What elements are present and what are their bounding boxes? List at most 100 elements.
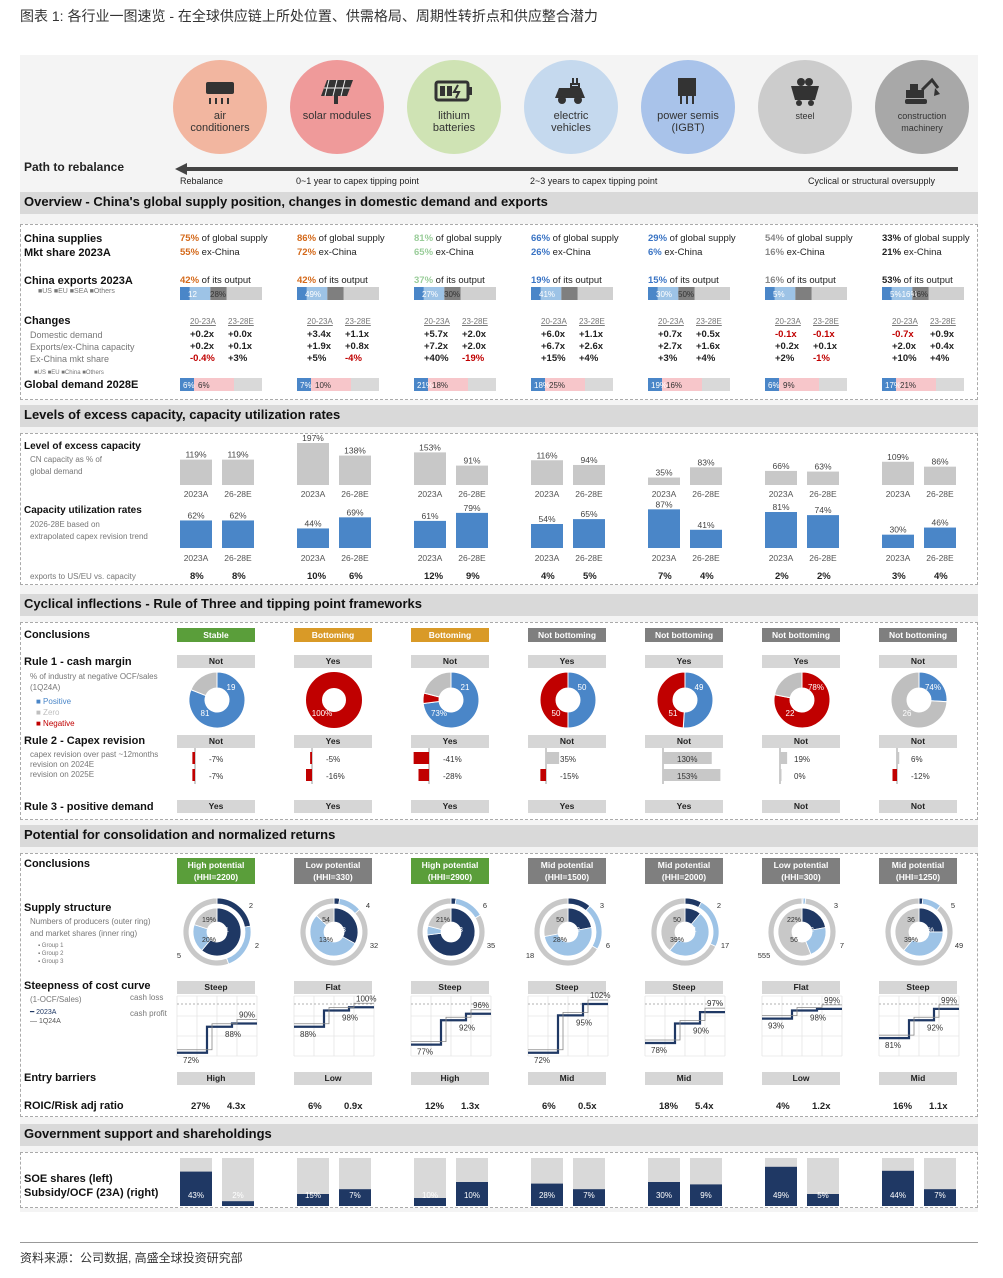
label-china-exports: China exports 2023A [24, 275, 133, 287]
export-seg-0 [765, 287, 775, 300]
change-value: +2.0x [462, 329, 487, 340]
pie-label: 78% [808, 683, 824, 692]
supply-value: 54% [765, 233, 787, 244]
industry-1: solar modules [290, 60, 384, 154]
capex-bar [418, 769, 429, 781]
potential-badge-5: Low potential (HHI=300) [762, 858, 840, 884]
subsidy-bar [573, 1189, 605, 1206]
rule3-result-2: Yes [411, 800, 489, 813]
util-year-label: 26-28E [575, 553, 603, 563]
entry-barrier-1: Low [294, 1072, 372, 1085]
gov-label-subsidy: 10% [464, 1191, 480, 1200]
rule2-result-6: Not [879, 735, 957, 748]
label-supply-structure: Supply structure [24, 902, 112, 914]
excess-chart-3: 116% 2023A 94% 26-28E [531, 450, 605, 499]
col-header: 23-28E [228, 317, 254, 326]
gov-label-soe: 15% [305, 1191, 321, 1200]
cost-label-1: 97% [707, 999, 723, 1008]
steepness-4: Steep [645, 981, 723, 994]
change-value: +3.4x [307, 329, 332, 340]
inner-label: 21% [436, 917, 450, 924]
battery-icon [434, 80, 472, 102]
cost-label-1: 100% [356, 994, 376, 1003]
potential-line-1: (HHI=2000) [661, 872, 707, 882]
inner-label: 19% [202, 917, 216, 924]
exports-0: 42% of its output [180, 275, 251, 286]
export-seg-0 [180, 287, 190, 300]
export-cap-value: 2% [775, 571, 789, 582]
col-header: 23-28E [579, 317, 605, 326]
supply-1: 86% of global supply [297, 233, 385, 244]
roic-value: 4.3x [227, 1101, 246, 1112]
rule3-result-5: Not [762, 800, 840, 813]
solar-panel-icon [321, 79, 353, 104]
util-year-label: 26-28E [692, 553, 720, 563]
change-value: +4% [579, 353, 599, 364]
potential-line-1: (HHI=300) [781, 872, 821, 882]
export-seg-1 [891, 287, 913, 300]
global-bar-0: 6% 6% [180, 378, 262, 391]
label-china-supplies: China supplies [24, 233, 103, 245]
gov-label-subsidy: 7% [583, 1191, 595, 1200]
util-bar [222, 520, 254, 548]
change-value: +5% [307, 353, 327, 364]
export-bar-label: 5% [773, 290, 785, 299]
rule2-result-1: Yes [294, 735, 372, 748]
change-value: +1.1x [579, 329, 604, 340]
soe-bar [648, 1182, 680, 1206]
label-mkt-share: Mkt share 2023A [24, 247, 111, 259]
capex-bar [192, 769, 195, 781]
cost-curve-2: 96% 92% 77% [410, 995, 492, 1057]
util-year-label: 2023A [301, 553, 326, 563]
inner-label: 54 [322, 917, 330, 924]
page-title: 图表 1: 各行业一图速览 - 在全球供应链上所处位置、供需格局、周期性转折点和… [20, 8, 598, 24]
industry-label: lithium batteries [432, 110, 476, 134]
outer-label: 5 [951, 901, 955, 910]
pie-label: 81 [201, 709, 210, 718]
excess-bar-label: 83% [697, 457, 714, 467]
inner-ring-slice [660, 907, 686, 952]
export-bar-5: 5% [765, 287, 847, 300]
export-seg-3 [460, 287, 496, 300]
pie-label: 21 [461, 683, 470, 692]
capex-chart-1: -5% -16% [306, 748, 345, 784]
ev-car-icon [555, 78, 585, 104]
export-cap-value: 5% [583, 571, 597, 582]
capex-chart-6: 6% -12% [892, 748, 930, 784]
util-bar [456, 512, 488, 548]
potential-badge-6: Mid potential (HHI=1250) [879, 858, 957, 884]
util-bar-label: 65% [580, 509, 597, 519]
outer-label: 2 [255, 941, 259, 950]
cost-label-3: 78% [651, 1046, 667, 1055]
source-note: 资料来源：公司数据, 高盛全球投资研究部 [20, 1251, 243, 1265]
outer-ring-slice [650, 897, 717, 967]
outer-label: 49 [955, 941, 963, 950]
box-overview [20, 224, 978, 400]
supply-suffix: of global supply [435, 233, 502, 244]
supply-legend-1: ▪ Group 2 [38, 951, 64, 957]
excess-bar [180, 459, 212, 485]
excess-bar [339, 455, 371, 485]
supply-donut-6: 25% 36 39% 5 49 [884, 897, 963, 967]
potential-line-0: High potential [187, 860, 245, 870]
steepness-3: Steep [528, 981, 606, 994]
soe-bar [882, 1170, 914, 1206]
mkt-value: 6% [648, 247, 665, 258]
cost-label-3: 72% [183, 1056, 199, 1065]
cost-curve-1q24 [879, 1004, 959, 1036]
export-seg-0 [297, 287, 307, 300]
capex-label: 153% [677, 772, 697, 781]
potential-badge-1: Low potential (HHI=330) [294, 858, 372, 884]
change-value: +2.0x [462, 341, 487, 352]
outer-ring-slice [533, 897, 598, 967]
global-bar-china [765, 378, 779, 391]
outer-label: 7 [840, 941, 844, 950]
export-cap-label: exports to US/EU vs. capacity [30, 572, 136, 581]
excess-bar-label: 119% [185, 450, 207, 460]
cost-curve-1q24 [177, 1019, 257, 1051]
capex-label: -5% [326, 755, 340, 764]
industry-label: electric vehicles [551, 110, 591, 134]
label-conclusions-2: Conclusions [24, 858, 91, 870]
pie-slice [539, 671, 569, 729]
export-bar-label2: 50% [678, 290, 694, 299]
